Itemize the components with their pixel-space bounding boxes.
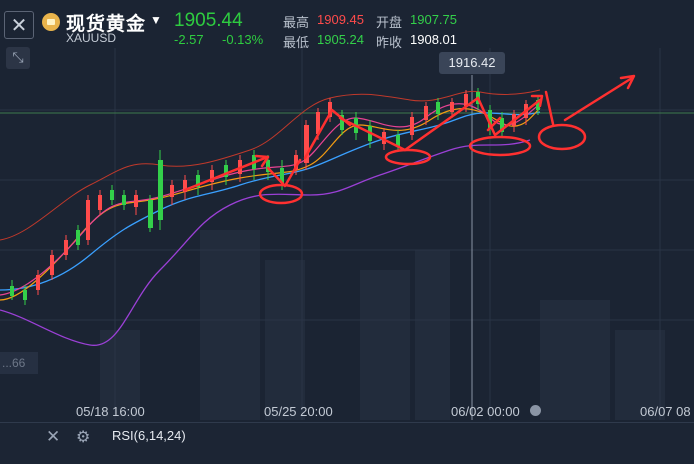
high-value: 1909.45 [317,12,364,27]
instrument-symbol: XAUUSD [66,31,117,45]
y-axis-partial-label: ...66 [0,352,38,374]
chart-grid [0,48,694,420]
bollinger-lower-band [0,139,531,346]
bollinger-upper-band [0,89,541,241]
open-value: 1907.75 [410,12,457,27]
price-change: -2.57 [174,32,204,47]
background-skyline [100,230,665,420]
indicator-panel [0,422,694,464]
last-price: 1905.44 [174,10,243,31]
quote-header: ✕ 现货黄金 ▼ XAUUSD 1905.44 -2.57 -0.13% 最高 … [0,0,694,50]
moving-average-blue [0,111,541,291]
settings-gear-icon[interactable]: ⚙ [76,427,91,446]
indicator-label: RSI(6,14,24) [112,428,186,443]
gold-coin-icon [42,13,60,31]
x-axis-label-3: 06/02 00:00 [451,404,520,419]
trend-annotations [183,74,636,205]
timeline-scroll-handle[interactable] [530,405,541,416]
open-label: 开盘 [376,15,403,30]
candlesticks [10,88,540,305]
prev-close-value: 1908.01 [410,32,457,47]
high-label: 最高 [283,15,310,30]
close-button[interactable]: ✕ [4,11,34,39]
crosshair-tool-icon[interactable]: ⤡ [6,47,30,69]
x-axis-label-1: 05/18 16:00 [76,404,145,419]
low-label: 最低 [283,35,310,50]
instrument-title[interactable]: 现货黄金 [66,14,147,35]
chevron-down-icon[interactable]: ▼ [150,13,162,27]
prev-close-label: 昨收 [376,35,403,50]
price-tooltip: 1916.42 [439,52,505,74]
x-axis-label-2: 05/25 20:00 [264,404,333,419]
low-value: 1905.24 [317,32,364,47]
price-change-percent: -0.13% [222,32,264,47]
close-icon[interactable]: ✕ [46,427,61,447]
x-axis-label-4: 06/07 08 [640,404,691,419]
